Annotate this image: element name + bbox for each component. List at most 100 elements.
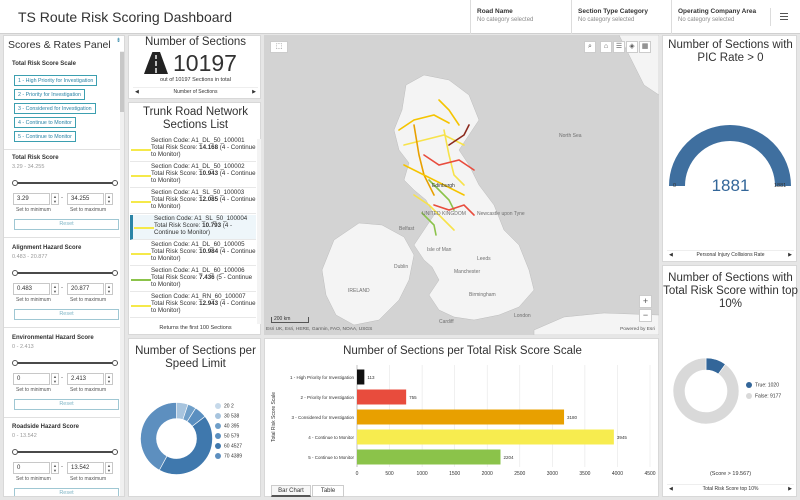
list-item[interactable]: Section Code: A1_RN_60_100007 Total Risk…: [130, 293, 256, 318]
list-item[interactable]: Section Code: A1_SL_50_100004 Total Risk…: [130, 215, 256, 240]
top10-nav: ◀ Total Risk Score top 10% ▶: [667, 484, 794, 494]
legend-label: 70 4389: [224, 453, 243, 460]
section-type-filter[interactable]: Section Type Category No category select…: [571, 0, 671, 34]
slider-max-handle[interactable]: [112, 180, 118, 186]
set-max-label[interactable]: Set to maximum: [70, 387, 107, 393]
bar[interactable]: [357, 369, 365, 385]
set-max-label[interactable]: Set to maximum: [70, 476, 107, 482]
min-value-input[interactable]: 0.483: [13, 283, 50, 295]
prev-arrow-icon[interactable]: ◀: [135, 89, 139, 95]
set-max-label[interactable]: Set to maximum: [70, 297, 107, 303]
speed-donut-chart[interactable]: [139, 401, 214, 476]
category-button-4[interactable]: 4 - Continue to Monitor: [14, 117, 76, 128]
risk-score-text: Total Risk Score: 12.085 (4 - Continue t…: [151, 196, 256, 210]
search-icon[interactable]: ⌕: [584, 41, 596, 53]
next-arrow-icon[interactable]: ▶: [788, 252, 792, 258]
list-item[interactable]: Section Code: A1_DL_50_100002 Total Risk…: [130, 163, 256, 188]
slider-track[interactable]: [15, 272, 118, 274]
legend-label: 50 579: [224, 433, 240, 440]
max-value-input[interactable]: 34.255: [67, 193, 104, 205]
list-icon[interactable]: ☰: [613, 41, 625, 53]
stepper-icon[interactable]: ▲ ▼: [51, 373, 59, 385]
prev-arrow-icon[interactable]: ◀: [669, 252, 673, 258]
slider-max-handle[interactable]: [112, 360, 118, 366]
min-value-input[interactable]: 3.29: [13, 193, 50, 205]
bar[interactable]: [357, 449, 501, 465]
stepper-icon[interactable]: ▲ ▼: [51, 462, 59, 474]
slider-min-handle[interactable]: [12, 360, 18, 366]
scores-rates-panel: Scores & Rates Panel ⇟ Total Risk Score …: [3, 35, 125, 497]
slider-track[interactable]: [15, 362, 118, 364]
max-value-input[interactable]: 13.542: [67, 462, 104, 474]
pie-slice[interactable]: [158, 416, 213, 475]
prev-arrow-icon[interactable]: ◀: [669, 486, 673, 492]
section-code: Section Code: A1_SL_50_100004: [154, 215, 248, 222]
select-tool-icon[interactable]: ⬚: [270, 41, 288, 53]
stepper-icon[interactable]: ▲ ▼: [105, 283, 113, 295]
category-button-2[interactable]: 2 - Priority for Investigation: [14, 89, 85, 100]
stepper-icon[interactable]: ▲ ▼: [51, 193, 59, 205]
slider-track[interactable]: [15, 451, 118, 453]
set-max-label[interactable]: Set to maximum: [70, 207, 107, 213]
min-value-input[interactable]: 0: [13, 462, 50, 474]
bar[interactable]: [357, 389, 407, 405]
list-item[interactable]: Section Code: A1_SL_50_100003 Total Risk…: [130, 189, 256, 214]
home-icon[interactable]: ⌂: [600, 41, 612, 53]
stepper-icon[interactable]: ▲ ▼: [105, 193, 113, 205]
basemap-icon[interactable]: ▦: [639, 41, 651, 53]
zoom-in-button[interactable]: +: [639, 295, 652, 308]
slider-max-handle[interactable]: [112, 449, 118, 455]
slider-min-handle[interactable]: [12, 180, 18, 186]
slider-max-handle[interactable]: [112, 270, 118, 276]
zoom-out-button[interactable]: −: [639, 309, 652, 322]
set-min-label[interactable]: Set to minimum: [16, 476, 51, 482]
max-value-input[interactable]: 20.877: [67, 283, 104, 295]
slider-min-handle[interactable]: [12, 270, 18, 276]
legend-label: 20 2: [224, 403, 234, 410]
slider-track[interactable]: [15, 182, 118, 184]
set-min-label[interactable]: Set to minimum: [16, 297, 51, 303]
bar-chart[interactable]: Total Risk Score Scale 0 500 1000 1500 2000 25…: [265, 357, 660, 485]
slider-range: 0 - 2.413: [12, 344, 34, 350]
set-min-label[interactable]: Set to minimum: [16, 207, 51, 213]
reset-button[interactable]: Reset: [14, 399, 119, 410]
tab-table[interactable]: Table: [312, 485, 344, 497]
operating-company-filter[interactable]: Operating Company Area No category selec…: [671, 0, 769, 34]
list-item[interactable]: Section Code: A1_DL_60_100006 Total Risk…: [130, 267, 256, 292]
hamburger-icon[interactable]: [770, 8, 794, 26]
reset-button[interactable]: Reset: [14, 309, 119, 320]
reset-button[interactable]: Reset: [14, 219, 119, 230]
tab-bar-chart[interactable]: Bar Chart: [271, 485, 311, 497]
list-item[interactable]: Section Code: A1_DL_60_100005 Total Risk…: [130, 241, 256, 266]
min-value-input[interactable]: 0: [13, 373, 50, 385]
slider-min-handle[interactable]: [12, 449, 18, 455]
category-button-1[interactable]: 1 - High Priority for Investigation: [14, 75, 98, 86]
scrollbar[interactable]: [257, 139, 261, 324]
score-label: Total Risk Score:: [151, 170, 200, 178]
pie-slice[interactable]: [672, 357, 740, 425]
set-min-label[interactable]: Set to minimum: [16, 387, 51, 393]
next-arrow-icon[interactable]: ▶: [252, 89, 256, 95]
bar[interactable]: [357, 409, 565, 425]
category-label: 4 - Continue to Monitor: [308, 435, 354, 440]
stepper-icon[interactable]: ▲ ▼: [51, 283, 59, 295]
list-item[interactable]: Section Code: A1_DL_50_100001 Total Risk…: [130, 137, 256, 162]
max-value-input[interactable]: 2.413: [67, 373, 104, 385]
map-view[interactable]: ⌕ ⌂ ☰ ◈ ▦ ⬚ Edinburgh UNITED KINGDOM New…: [264, 35, 659, 335]
collapse-icon[interactable]: ⇟: [116, 38, 122, 44]
scrollbar[interactable]: [120, 51, 124, 496]
category-button-5[interactable]: 5 - Continue to Monitor: [14, 131, 76, 142]
bar[interactable]: [357, 429, 614, 445]
reset-button[interactable]: Reset: [14, 488, 119, 496]
road-name-filter[interactable]: Road Name No category selected: [470, 0, 570, 34]
map-canvas[interactable]: [264, 35, 659, 335]
next-arrow-icon[interactable]: ▶: [788, 486, 792, 492]
pie-slice[interactable]: [140, 402, 177, 471]
scrollbar-thumb[interactable]: [120, 52, 124, 112]
stepper-icon[interactable]: ▲ ▼: [105, 373, 113, 385]
layers-icon[interactable]: ◈: [626, 41, 638, 53]
category-button-3[interactable]: 3 - Considered for Investigation: [14, 103, 96, 114]
stepper-icon[interactable]: ▲ ▼: [105, 462, 113, 474]
score-category: (4 - Continue to Monitor): [154, 222, 233, 237]
top10-donut-chart[interactable]: [671, 356, 741, 426]
